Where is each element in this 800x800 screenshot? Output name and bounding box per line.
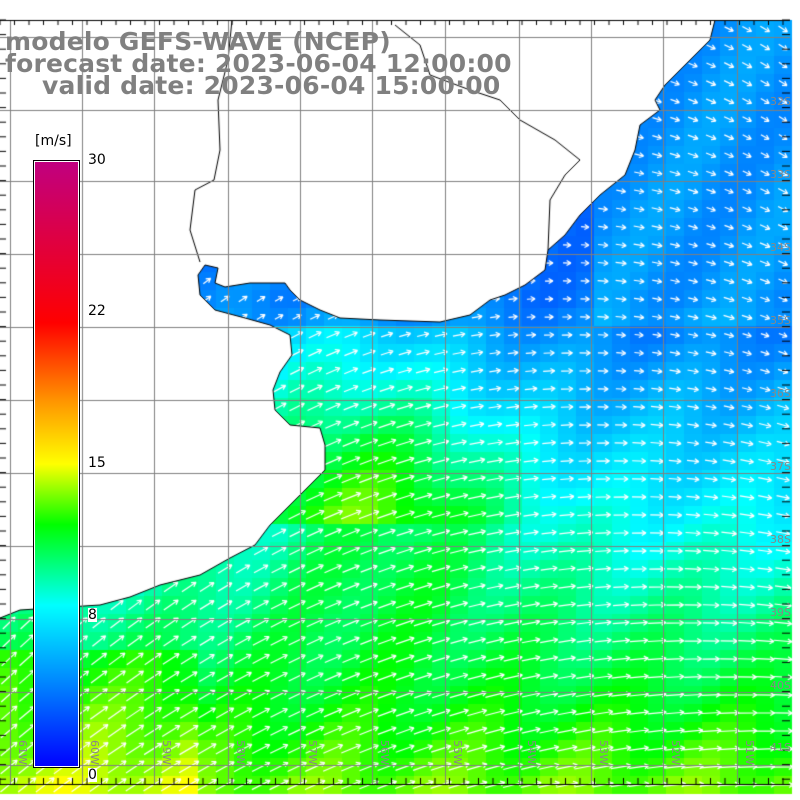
- lon-label: 58W: [234, 740, 247, 765]
- lat-label: 41S: [770, 741, 791, 754]
- lat-label: 36S: [770, 387, 791, 400]
- colorbar-tick-30: 30: [88, 152, 106, 168]
- lon-label: 57W: [306, 740, 319, 765]
- lat-label: 32S: [770, 95, 791, 108]
- lon-label: 60W: [88, 740, 101, 765]
- colorbar: [33, 160, 80, 768]
- colorbar-tick-22: 22: [88, 303, 106, 319]
- lat-label: 40S: [770, 679, 791, 692]
- lon-label: 55W: [451, 740, 464, 765]
- lon-label: 61W: [16, 740, 29, 765]
- lat-label: 37S: [770, 460, 791, 473]
- lat-label: 38S: [770, 533, 791, 546]
- title-valid-date: valid date: 2023-06-04 15:00:00: [42, 71, 501, 100]
- lon-label: 54W: [525, 740, 538, 765]
- lon-label: 59W: [160, 740, 173, 765]
- lon-label: 52W: [669, 740, 682, 765]
- lon-label: 56W: [378, 740, 391, 765]
- lon-label: 51W: [743, 740, 756, 765]
- colorbar-unit: [m/s]: [33, 133, 74, 149]
- colorbar-tick-0: 0: [88, 767, 97, 783]
- lat-label: 34S: [770, 241, 791, 254]
- title-forecast-date: forecast date: 2023-06-04 12:00:00: [5, 49, 512, 78]
- colorbar-tick-15: 15: [88, 455, 106, 471]
- title-model: modelo GEFS-WAVE (NCEP): [5, 27, 391, 56]
- lat-label: 35S: [770, 314, 791, 327]
- lat-label: 39S: [770, 606, 791, 619]
- lat-label: 33S: [770, 168, 791, 181]
- colorbar-tick-8: 8: [88, 607, 97, 623]
- lon-label: 53W: [597, 740, 610, 765]
